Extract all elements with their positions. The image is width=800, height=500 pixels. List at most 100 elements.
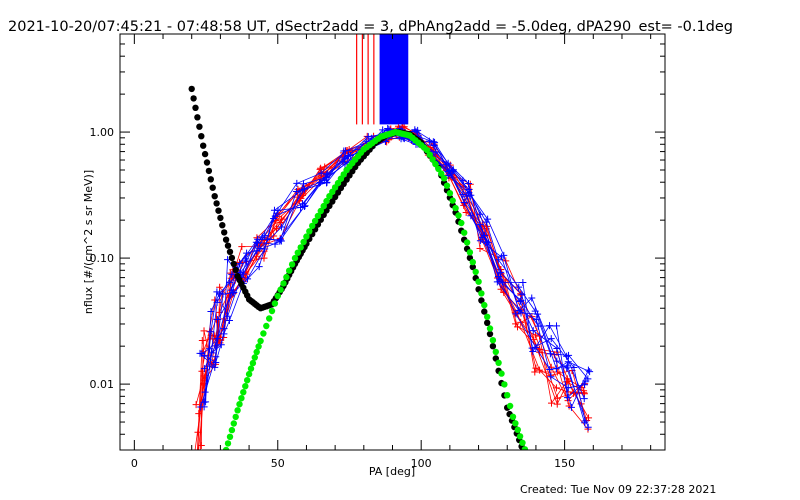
series-3-point: [435, 165, 442, 173]
series-3-point: [438, 170, 445, 177]
series-1-point: [255, 263, 263, 271]
series-3-point: [297, 244, 304, 251]
series-1-point: [584, 375, 592, 383]
series-2-point: [222, 236, 230, 243]
series-3-point: [274, 292, 281, 300]
series-1-point: [467, 191, 475, 199]
series-3-point: [255, 343, 262, 350]
series-3-point: [469, 258, 476, 266]
series-1-point: [482, 238, 490, 246]
series-3-point: [247, 365, 255, 372]
y-tick-label: 0.10: [90, 252, 115, 265]
series-1-point: [270, 214, 278, 222]
series-2-point: [196, 123, 203, 130]
series-2-point: [198, 133, 205, 140]
x-tick-label: 100: [411, 457, 432, 470]
series-3-point: [472, 268, 479, 276]
vertical-markers: [356, 34, 409, 125]
series-0-point: [476, 244, 484, 252]
series-3-point: [268, 307, 276, 315]
series-1-point: [493, 278, 501, 286]
series-1-point: [515, 283, 523, 291]
series-2-point: [486, 330, 494, 338]
series-1-point: [220, 330, 228, 338]
series-0-point: [321, 163, 329, 171]
series-0-line-2: [199, 132, 589, 450]
series-2-point: [213, 200, 220, 207]
series-3-point: [509, 413, 517, 420]
x-tick-label: 50: [271, 457, 285, 470]
series-1-point: [202, 398, 210, 406]
series-3-point: [242, 383, 249, 390]
series-1-point: [207, 328, 215, 336]
series-1-point: [532, 316, 540, 324]
series-3-point: [238, 395, 245, 402]
series-2-point: [217, 214, 224, 222]
series-0-point: [194, 456, 201, 463]
series-2-point: [190, 95, 197, 102]
series-2-point: [224, 242, 232, 249]
series-3-point: [309, 222, 316, 230]
series-1-point: [411, 126, 419, 134]
series-1-point: [200, 351, 208, 359]
series-0-point: [216, 283, 224, 291]
series-3-point: [478, 290, 485, 297]
series-1-point: [293, 179, 301, 187]
series-3-point: [432, 160, 439, 168]
series-1-point: [519, 279, 527, 287]
series-3-point: [280, 280, 287, 287]
data-layer: [188, 85, 594, 464]
series-1-point: [567, 403, 575, 411]
series-3-point: [449, 197, 456, 204]
series-0-point: [466, 180, 474, 188]
series-2-point: [215, 207, 222, 214]
x-axis-label: PA [deg]: [369, 465, 415, 478]
series-3-point: [288, 261, 296, 268]
series-1-point: [341, 160, 349, 168]
series-1-point: [432, 148, 440, 156]
series-3-point: [260, 330, 267, 337]
series-3-point: [320, 202, 327, 210]
series-3-point: [446, 190, 454, 197]
series-0-point: [272, 225, 280, 233]
series-1-point: [322, 174, 330, 182]
series-3-point: [257, 337, 264, 345]
series-1-point: [225, 317, 233, 325]
series-1-point: [497, 268, 505, 276]
series-1-point: [212, 359, 220, 367]
series-3-point: [516, 433, 524, 440]
series-3-point: [294, 249, 301, 256]
created-timestamp: Created: Tue Nov 09 22:37:28 2021: [520, 483, 716, 496]
series-3-point: [501, 381, 508, 388]
series-0-point: [316, 165, 324, 173]
series-1-point: [277, 237, 285, 245]
series-2-point: [230, 260, 237, 268]
series-2-point: [194, 114, 201, 121]
series-3-point: [245, 370, 253, 378]
series-1-point: [528, 294, 536, 302]
series-2-point: [205, 167, 213, 175]
series-1-point: [553, 322, 561, 330]
series-3-point: [236, 401, 243, 408]
series-1-point: [258, 233, 266, 241]
series-0-point: [238, 243, 246, 251]
series-3-point: [300, 238, 307, 246]
series-3-point: [492, 348, 499, 356]
series-0-line-8: [197, 126, 589, 450]
series-1-point: [584, 423, 592, 431]
series-2-point: [232, 266, 239, 274]
series-1-point: [552, 365, 560, 373]
series-3-point: [489, 337, 497, 344]
series-1-point: [211, 342, 219, 350]
series-3-point: [524, 453, 530, 459]
series-0-line-0: [197, 125, 584, 433]
series-3-point: [222, 446, 230, 450]
series-3-point: [263, 322, 270, 330]
series-0-point: [190, 457, 197, 464]
series-1-point: [564, 384, 572, 392]
series-1-line-6: [200, 133, 589, 409]
series-0-point: [585, 414, 593, 422]
series-1-point: [200, 365, 208, 373]
series-1-point: [529, 347, 537, 355]
